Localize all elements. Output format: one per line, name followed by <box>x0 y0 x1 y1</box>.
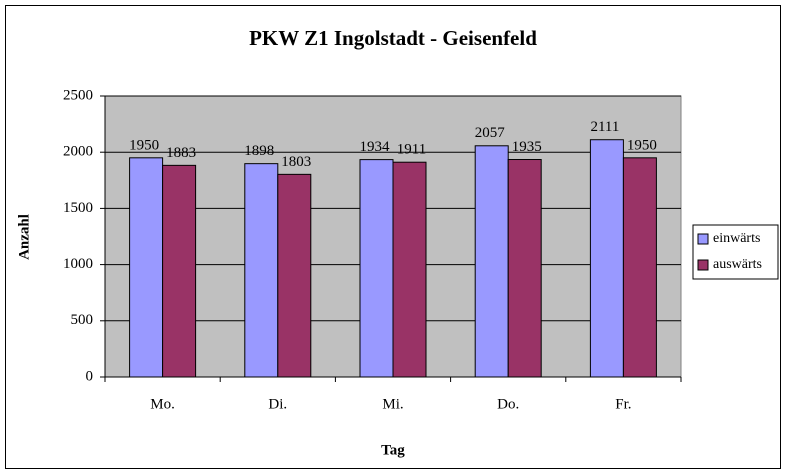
data-label: 1883 <box>166 145 196 161</box>
y-tick-label: 500 <box>71 312 94 328</box>
x-tick-label: Mi. <box>382 396 403 412</box>
x-tick-label: Do. <box>497 396 519 412</box>
data-label: 1911 <box>397 142 426 158</box>
bar <box>277 173 312 378</box>
data-label: 1950 <box>129 137 159 153</box>
y-tick-label: 1500 <box>63 200 93 216</box>
data-label: 1950 <box>627 137 657 153</box>
x-tick-label: Fr. <box>615 396 631 412</box>
legend-swatch <box>697 259 709 271</box>
x-tick-label: Mo. <box>150 396 175 412</box>
legend-label: auswärts <box>713 257 762 272</box>
data-label: 2111 <box>590 119 619 135</box>
data-label: 1934 <box>360 139 391 155</box>
y-tick-label: 1000 <box>63 256 93 272</box>
bar <box>507 159 542 378</box>
y-tick-label: 0 <box>86 368 94 384</box>
y-tick-label: 2000 <box>63 144 93 160</box>
legend-label: einwärts <box>713 231 760 246</box>
data-label: 2057 <box>475 125 506 141</box>
x-axis-title: Tag <box>381 442 405 458</box>
bar <box>244 163 279 378</box>
bar <box>474 145 509 378</box>
bar <box>359 159 394 378</box>
legend-swatch <box>697 233 709 245</box>
bar <box>129 157 164 378</box>
x-tick-label: Di. <box>268 396 287 412</box>
bar <box>162 164 197 378</box>
bar <box>589 139 624 378</box>
y-axis-title: Anzahl <box>16 214 32 260</box>
y-tick-label: 2500 <box>63 87 93 103</box>
data-label: 1898 <box>244 143 274 159</box>
data-label: 1803 <box>281 154 311 170</box>
bar <box>622 157 657 378</box>
data-label: 1935 <box>512 139 542 155</box>
chart-title: PKW Z1 Ingolstadt - Geisenfeld <box>249 26 537 50</box>
bar <box>392 161 427 378</box>
